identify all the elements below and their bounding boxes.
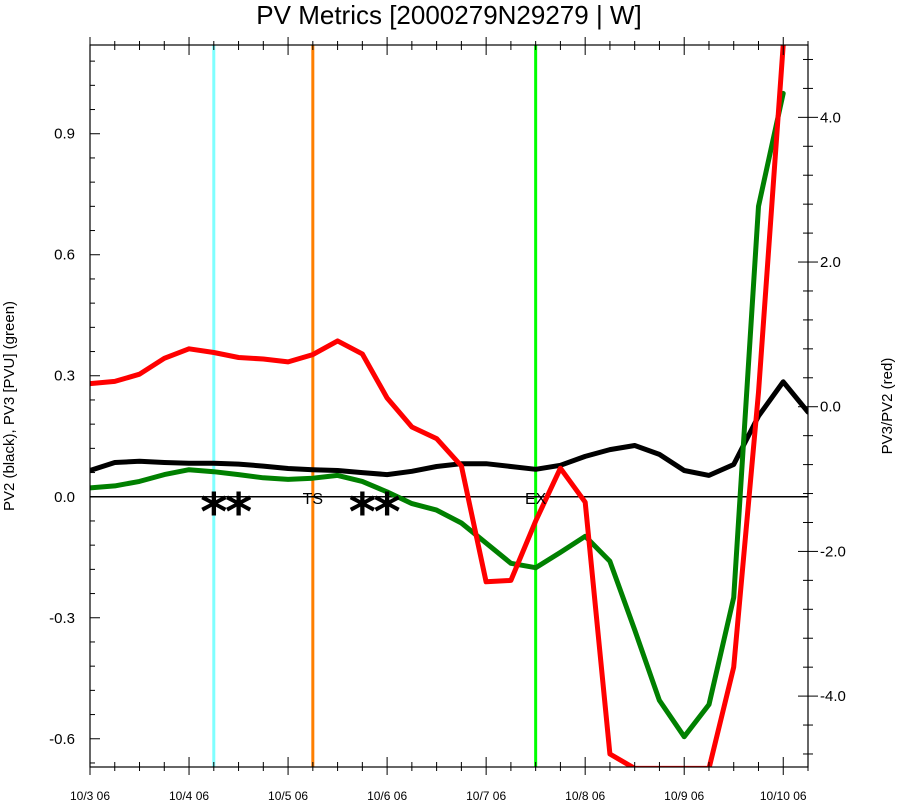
x-tick-label: 10/7 06 <box>466 789 506 803</box>
y-right-tick-label: 4.0 <box>820 109 841 126</box>
plot-frame <box>89 44 809 768</box>
y-left-tick-label: -0.6 <box>49 731 75 748</box>
annotation-label-ts: TS <box>303 491 323 508</box>
y-left-tick-label: 0.0 <box>54 489 75 506</box>
x-tick-label: 10/5 06 <box>268 789 308 803</box>
asterisk-marker-1: * <box>200 483 227 543</box>
x-tick-label: 10/8 06 <box>565 789 605 803</box>
asterisk-marker-2: * <box>225 483 252 543</box>
y-right-tick-label: -4.0 <box>820 688 846 705</box>
x-tick-label: 10/4 06 <box>169 789 209 803</box>
y-left-tick-label: -0.3 <box>49 610 75 627</box>
x-tick-label: 10/9 06 <box>664 789 704 803</box>
x-tick-label: 10/3 06 <box>70 789 110 803</box>
y-right-tick-label: 2.0 <box>820 254 841 271</box>
y-left-tick-label: 0.3 <box>54 368 75 385</box>
y-axis-right-label: PV3/PV2 (red) <box>879 358 896 455</box>
y-right-tick-label: 0.0 <box>820 399 841 416</box>
y-axis-left-label: PV2 (black), PV3 [PVU] (green) <box>1 301 18 511</box>
y-left-tick-label: 0.9 <box>54 126 75 143</box>
y-right-tick-label: -2.0 <box>820 543 846 560</box>
annotation-label-ex: EX <box>525 491 547 508</box>
asterisk-marker-3: * <box>349 483 376 543</box>
y-left-tick-label: 0.6 <box>54 247 75 264</box>
series-line-pv2 <box>90 379 808 478</box>
chart-title: PV Metrics [2000279N29279 | W] <box>256 0 641 30</box>
x-tick-label: 10/6 06 <box>367 789 407 803</box>
x-tick-label: 10/10 06 <box>760 789 807 803</box>
series-line-pv3 <box>90 90 786 740</box>
asterisk-marker-4: * <box>374 483 401 543</box>
series-line-pv3-pv2 <box>90 45 786 767</box>
